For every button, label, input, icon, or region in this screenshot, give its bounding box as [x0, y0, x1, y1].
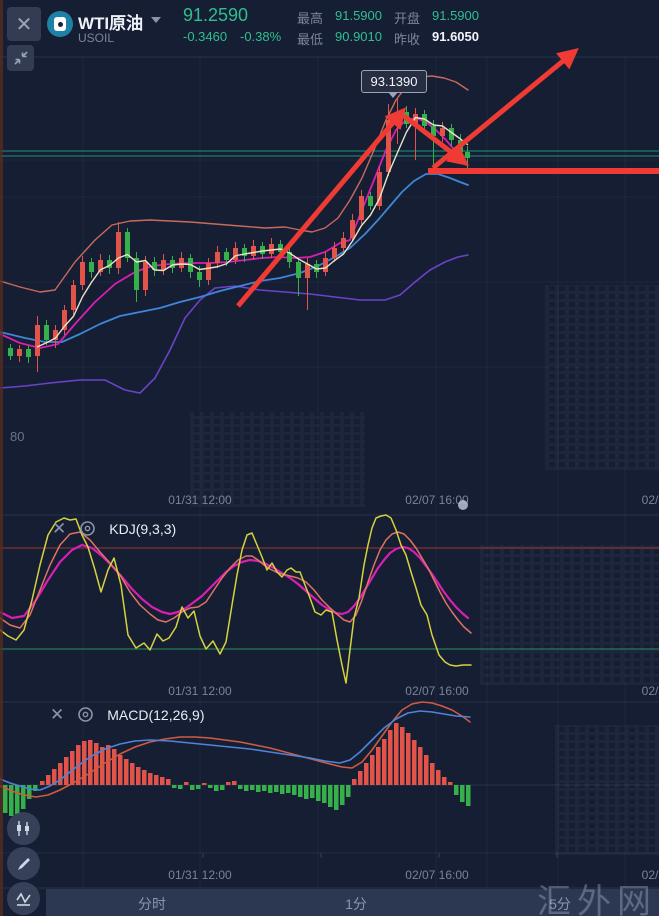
kdj-title: KDJ(9,3,3) — [109, 520, 177, 537]
symbol-code: USOIL — [78, 31, 115, 45]
timeframe-tab-分时[interactable]: 分时 — [138, 896, 166, 912]
kdj-close-icon[interactable]: ✕ — [52, 519, 67, 538]
last-price: 91.2590 — [183, 5, 249, 25]
price-change-percent: -0.38% — [240, 29, 282, 44]
collapse-icon[interactable] — [7, 45, 34, 71]
kdj-settings-icon[interactable] — [79, 520, 96, 537]
price-annotation-callout[interactable]: 93.1390 — [361, 70, 427, 98]
symbol-name[interactable]: WTI原油 — [78, 14, 144, 33]
stat-最高: 最高 91.5900 — [297, 8, 382, 26]
stat-昨收: 昨收 91.6050 — [394, 29, 479, 47]
axis-scroll-dot[interactable] — [458, 500, 468, 510]
macd-pane-header: ✕ MACD(12,26,9) — [50, 706, 205, 723]
left-edge-border — [0, 0, 3, 916]
kdj-pane-header: ✕ KDJ(9,3,3) — [52, 520, 176, 537]
pencil-tool-button[interactable] — [7, 847, 40, 880]
stat-开盘: 开盘 91.5900 — [394, 8, 479, 26]
indicator-wave-tool-button[interactable] — [7, 882, 40, 915]
chevron-down-icon[interactable] — [151, 17, 161, 23]
time-axis-label: 02/07 16:00 — [405, 493, 469, 507]
close-chart-button[interactable]: ✕ — [7, 7, 41, 41]
macd-title: MACD(12,26,9) — [107, 706, 205, 723]
time-axis-label: 02/ — [641, 868, 659, 882]
macd-settings-icon[interactable] — [77, 706, 94, 723]
timeframe-tab-5分[interactable]: 5分 — [549, 896, 571, 912]
time-axis-label: 02/07 16:00 — [405, 684, 469, 698]
time-axis-label: 01/31 12:00 — [168, 868, 232, 882]
timeframe-bar: 分时 1分 5分 — [46, 889, 659, 916]
macd-close-icon[interactable]: ✕ — [50, 705, 65, 724]
header: ✕ WTI原油 USOIL 91.2590 -0.3460 -0.38% 最高 9… — [0, 0, 659, 71]
time-axis-label: 01/31 12:00 — [168, 684, 232, 698]
price-change: -0.3460 — [183, 29, 228, 44]
time-axis-label: 02/07 16:00 — [405, 868, 469, 882]
timeframe-tab-1分[interactable]: 1分 — [345, 896, 367, 912]
time-axis-label: 01/31 12:00 — [168, 493, 232, 507]
stat-最低: 最低 90.9010 — [297, 29, 382, 47]
time-axis-label: 02/ — [641, 684, 659, 698]
candlestick-chart-tool-button[interactable] — [7, 812, 40, 845]
axis-label-80: 80 — [10, 429, 25, 444]
time-axis-label: 02/ — [641, 493, 659, 507]
instrument-logo-icon — [47, 11, 73, 37]
